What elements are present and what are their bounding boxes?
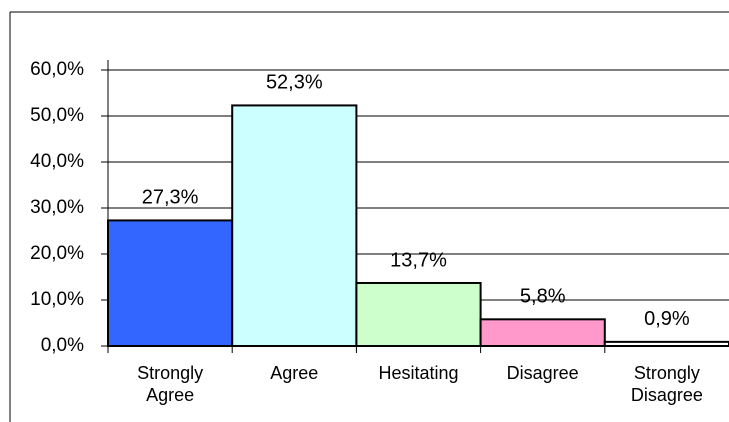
y-tick-label: 40,0% <box>30 151 84 172</box>
value-label: 0,9% <box>644 308 690 330</box>
value-label: 13,7% <box>390 249 447 271</box>
x-tick-label: Disagree <box>506 363 579 383</box>
y-tick-label: 0,0% <box>41 335 84 356</box>
y-tick-label: 20,0% <box>30 243 84 264</box>
bar <box>231 104 358 347</box>
x-tick-label: Agree <box>270 363 319 383</box>
value-label: 27,3% <box>142 187 199 209</box>
y-tick-label: 30,0% <box>30 197 84 218</box>
bar <box>355 281 482 348</box>
value-label: 5,8% <box>520 286 566 308</box>
x-tick-label: Strongly Agree <box>137 363 204 405</box>
value-label: 52,3% <box>266 72 323 94</box>
y-tick-label: 10,0% <box>30 289 84 310</box>
x-tick-label: Strongly Disagree <box>630 363 703 405</box>
bar <box>479 318 606 348</box>
x-tick-label: Hesitating <box>378 363 459 383</box>
y-tick-label: 50,0% <box>30 105 84 126</box>
y-tick-label: 60,0% <box>30 59 84 80</box>
bar <box>107 219 234 347</box>
